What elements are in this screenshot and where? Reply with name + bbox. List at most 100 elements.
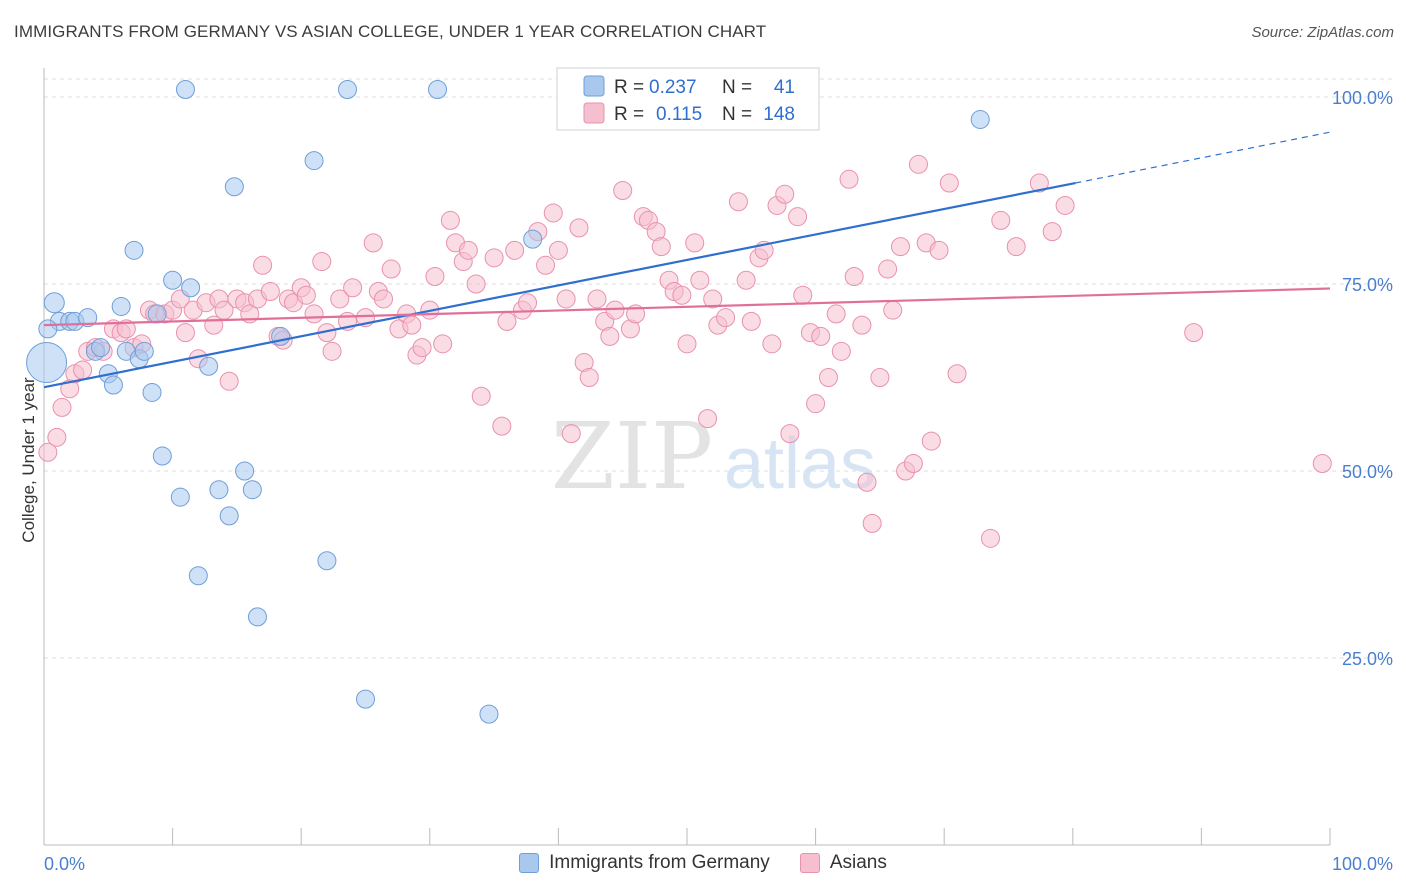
data-point (690, 270, 710, 290)
y-tick-label: 75.0% (1342, 275, 1393, 295)
legend-swatch-asians (799, 853, 820, 873)
data-point (890, 237, 910, 257)
data-point (492, 416, 512, 436)
trend-line (43, 181, 1076, 389)
data-point (844, 267, 864, 287)
data-point (235, 461, 255, 481)
data-point (296, 285, 316, 305)
data-point (471, 386, 491, 406)
data-point (991, 210, 1011, 230)
x-axis-ticks (43, 828, 1331, 845)
data-point (363, 233, 383, 253)
data-point (543, 203, 563, 223)
watermark-atlas: atlas (724, 424, 876, 504)
legend-r-value-blue: 0.237 (649, 77, 697, 98)
legend-swatch-pink (583, 102, 605, 124)
data-point (903, 454, 923, 474)
data-point (826, 304, 846, 324)
data-point (921, 431, 941, 451)
y-tick-label: 100.0% (1332, 88, 1393, 108)
data-point (433, 334, 453, 354)
data-point (980, 528, 1000, 548)
data-point (381, 259, 401, 279)
data-point (788, 207, 808, 227)
legend-r-label-pink: R = (614, 104, 644, 125)
data-point (163, 270, 183, 290)
chart-title: IMMIGRANTS FROM GERMANY VS ASIAN COLLEGE… (14, 22, 767, 41)
data-point (91, 338, 111, 358)
data-point (870, 368, 890, 387)
data-point (736, 270, 756, 290)
data-point (703, 289, 723, 309)
data-point (242, 480, 262, 500)
data-point (728, 192, 748, 212)
data-point (1042, 222, 1062, 242)
data-point (103, 375, 123, 395)
data-point (698, 409, 718, 429)
data-point (1055, 195, 1075, 215)
data-point (78, 308, 98, 328)
data-point (947, 364, 967, 384)
data-point (775, 184, 795, 204)
data-point (317, 551, 337, 571)
data-point (862, 513, 882, 533)
data-point (47, 427, 67, 447)
data-point (219, 506, 239, 526)
data-point (175, 323, 195, 343)
legend-r-value-pink: 0.115 (656, 104, 702, 125)
data-point (561, 424, 581, 444)
data-point (505, 240, 525, 260)
data-point (247, 607, 267, 627)
legend-n-value-blue: 41 (774, 77, 795, 98)
data-point (651, 237, 671, 257)
data-point (199, 356, 219, 376)
data-point (322, 341, 342, 361)
data-point (518, 293, 538, 313)
data-point (152, 446, 172, 466)
data-point (374, 289, 394, 309)
legend-item-germany: Immigrants from Germany (519, 852, 770, 874)
data-point (677, 334, 697, 354)
data-point (425, 267, 445, 287)
legend-n-value-pink: 148 (763, 104, 795, 125)
legend-n-label-pink: N = (722, 104, 752, 125)
data-point (569, 218, 589, 238)
data-point (556, 289, 576, 309)
data-point (484, 248, 504, 268)
bottom-legend: Immigrants from Germany Asians (0, 852, 1406, 874)
data-point (204, 315, 224, 335)
source-credit: Source: ZipAtlas.com (1251, 24, 1394, 41)
data-point (970, 109, 990, 129)
legend-label-asians: Asians (829, 852, 887, 873)
data-point (839, 169, 859, 189)
legend-box: R = 0.237 N = 41 R = 0.115 N = 148 (556, 67, 820, 131)
data-point (762, 334, 782, 354)
data-point (579, 368, 599, 387)
data-point (134, 341, 154, 361)
data-point (878, 259, 898, 279)
data-point (38, 442, 58, 462)
data-point (312, 252, 332, 272)
data-point (716, 308, 736, 328)
data-point (428, 80, 448, 100)
data-point (806, 394, 826, 414)
data-point (412, 338, 432, 358)
data-point (741, 311, 761, 331)
data-point (181, 278, 201, 298)
data-point (780, 424, 800, 444)
data-point (479, 704, 499, 724)
data-point (219, 371, 239, 391)
y-tick-labels: 25.0% 50.0% 75.0% 100.0% (1332, 88, 1393, 669)
data-point (142, 382, 162, 402)
data-point (1006, 237, 1026, 257)
watermark-zip: ZIP (551, 403, 713, 510)
data-point (536, 255, 556, 275)
data-point (188, 566, 208, 586)
data-point (304, 151, 324, 171)
data-point (330, 289, 350, 309)
data-point (356, 689, 375, 709)
data-point (304, 304, 324, 324)
data-point (523, 229, 543, 249)
data-point (73, 360, 93, 380)
